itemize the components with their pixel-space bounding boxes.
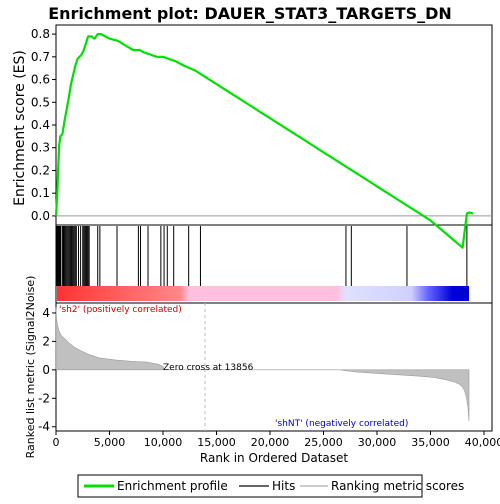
metric-tick-label: -4 — [38, 420, 50, 434]
rank-axis-label: Rank in Ordered Dataset — [200, 451, 348, 465]
legend-enrichment-label: Enrichment profile — [117, 479, 228, 493]
es-tick-label: 0.1 — [31, 186, 50, 200]
x-tick-label: 20,000 — [251, 436, 290, 449]
es-tick-label: 0.4 — [31, 118, 50, 132]
x-tick-label: 30,000 — [358, 436, 397, 449]
rank-gradient-strip — [57, 286, 469, 301]
es-tick-label: 0.5 — [31, 95, 50, 109]
es-tick-label: 0.3 — [31, 141, 50, 155]
x-tick-label: 15,000 — [197, 436, 236, 449]
chart-title: Enrichment plot: DAUER_STAT3_TARGETS_DN — [48, 4, 452, 23]
x-tick-label: 35,000 — [411, 436, 450, 449]
legend-metric-label: Ranking metric scores — [331, 479, 464, 493]
es-axis-label: Enrichment score (ES) — [12, 50, 28, 206]
es-plot-frame — [56, 25, 492, 225]
rank-x-ticks: 0 5,000 10,000 15,000 20,000 25,000 30,000 35,0… — [53, 431, 500, 449]
metric-tick-label: 4 — [42, 306, 50, 320]
metric-tick-label: 0 — [42, 363, 50, 377]
es-tick-label: 0.6 — [31, 73, 50, 87]
metric-y-ticks: 4 2 0 -2 -4 — [38, 306, 56, 434]
x-tick-label: 0 — [53, 436, 60, 449]
x-tick-label: 5,000 — [94, 436, 126, 449]
es-y-ticks: 0.0 0.1 0.2 0.3 0.4 0.5 0.6 0.7 0.8 — [31, 27, 56, 223]
es-tick-label: 0.0 — [31, 209, 50, 223]
es-tick-label: 0.8 — [31, 27, 50, 41]
es-tick-label: 0.7 — [31, 50, 50, 64]
legend-hits-label: Hits — [272, 479, 295, 493]
rank-gradient-bar — [57, 286, 469, 301]
es-tick-label: 0.2 — [31, 163, 50, 177]
metric-tick-label: -2 — [38, 391, 50, 405]
x-tick-label: 10,000 — [144, 436, 183, 449]
positive-correlation-label: 'sh2' (positively correlated) — [59, 305, 182, 315]
metric-axis-label: Ranked list metric (Signal2Noise) — [24, 276, 37, 459]
negative-correlation-label: 'shNT' (negatively correlated) — [275, 419, 408, 429]
metric-tick-label: 2 — [42, 334, 50, 348]
x-tick-label: 25,000 — [304, 436, 343, 449]
zero-cross-annotation: Zero cross at 13856 — [163, 363, 254, 373]
x-tick-label: 40,000 — [465, 436, 500, 449]
